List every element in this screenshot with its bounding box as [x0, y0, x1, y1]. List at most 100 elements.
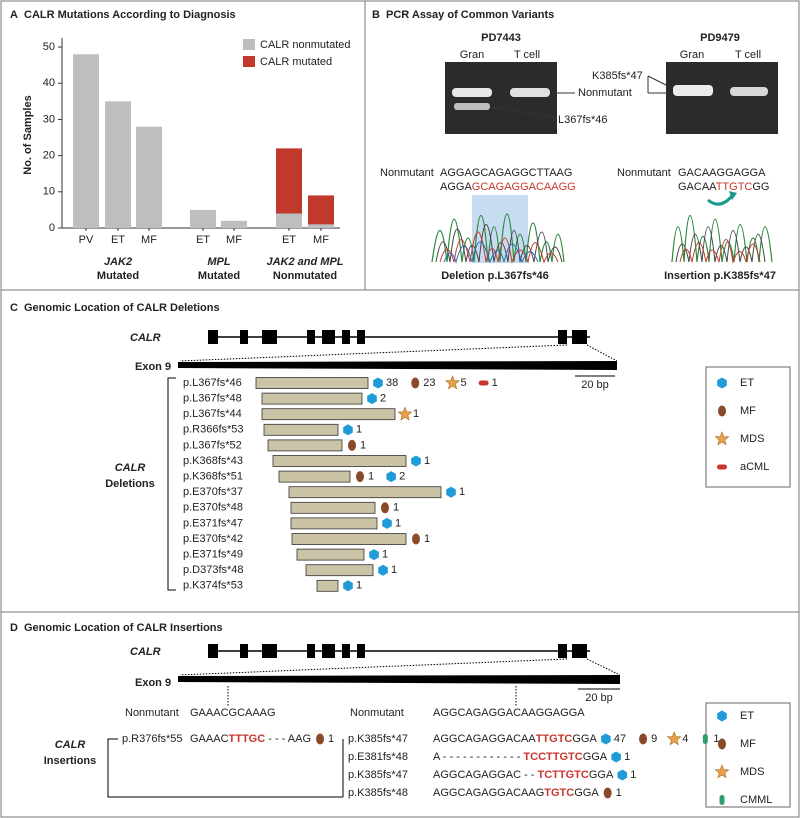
bar [276, 213, 302, 228]
bar [276, 148, 302, 214]
deletion-label: p.E370fs*48 [183, 502, 243, 514]
deletion-label: p.D373fs*48 [183, 564, 244, 576]
deletion-label: p.L367fs*52 [183, 439, 242, 451]
mf-icon [381, 502, 389, 514]
bar [190, 209, 216, 228]
deletion-span [288, 486, 442, 499]
exon [572, 330, 587, 344]
insertion-sequence: AGGCAGAGGAC - - TCTTGTCGGA [433, 769, 614, 781]
deletion-label: p.L367fs*46 [183, 377, 242, 389]
panel-b-frame [364, 0, 800, 291]
group-label: CALR [115, 462, 146, 474]
exon [572, 644, 587, 658]
exon [240, 644, 248, 658]
legend-label: CMML [740, 794, 772, 806]
gel-lane: T cell [735, 49, 761, 61]
bar [73, 54, 99, 229]
count-label: 5 [461, 377, 467, 389]
sequence-part: TTGTC [536, 733, 573, 745]
insertion-label: p.K385fs*48 [348, 787, 408, 799]
insertion-label: p.K385fs*47 [348, 769, 408, 781]
et-icon [611, 751, 621, 763]
legend-label: MDS [740, 766, 764, 778]
panel-d-frame [0, 611, 800, 818]
x-tick-label: ET [282, 234, 296, 246]
mf-icon [348, 439, 356, 451]
y-tick-label: 40 [43, 77, 55, 89]
gel-image [666, 62, 778, 134]
acml-icon [717, 464, 727, 470]
exon [307, 330, 315, 344]
group-label: Nonmutated [273, 270, 337, 282]
insertion-label: p.R376fs*55 [122, 733, 183, 745]
gel-lane: Gran [680, 49, 704, 61]
sequence-part: AGGCAGAGGACAAG [433, 787, 544, 799]
sequence-part: GGA [574, 787, 599, 799]
deletion-span [290, 517, 378, 530]
group-label: CALR [55, 739, 86, 751]
mds-icon [444, 375, 461, 390]
deletion-label: p.R366fs*53 [183, 424, 244, 436]
y-axis-label: No. of Samples [22, 95, 34, 174]
exon [357, 644, 365, 658]
deletion-label: p.E371fs*47 [183, 517, 243, 529]
chromatogram-trace [435, 224, 563, 263]
legend-label: MF [740, 405, 756, 417]
legend-label: MF [740, 738, 756, 750]
et-icon [382, 517, 392, 529]
pointer-line [647, 75, 669, 87]
cmml-icon [702, 734, 708, 744]
et-icon [343, 580, 353, 592]
count-label: 1 [391, 564, 397, 576]
panel-title: Genomic Location of CALR Insertions [24, 622, 223, 634]
y-tick-label: 30 [43, 113, 55, 125]
gene-name: CALR [130, 646, 161, 658]
count-label: 1 [424, 455, 430, 467]
y-tick-label: 0 [49, 222, 55, 234]
x-tick-label: ET [111, 234, 125, 246]
x-tick-label: ET [196, 234, 210, 246]
exon-label: Exon 9 [135, 677, 171, 689]
sequence-part: GACAA [678, 181, 717, 193]
deletion-label: p.L367fs*44 [183, 408, 242, 420]
deletion-span [261, 408, 396, 421]
exon-bar [178, 675, 620, 684]
exon [357, 330, 365, 344]
legend-box [705, 366, 791, 488]
deletion-span [278, 470, 351, 483]
chromatogram-trace [679, 239, 761, 264]
exon [262, 330, 277, 344]
insertion-label: p.E381fs*48 [348, 751, 408, 763]
exon [240, 330, 248, 344]
legend-label: CALR mutated [260, 56, 332, 68]
sequence-label: Nonmutant [617, 167, 671, 179]
zoom-line [586, 344, 618, 362]
sequence-part: A - - - - - - - - - - - - [433, 751, 523, 763]
deletion-label: p.E371fs*49 [183, 549, 243, 561]
scale-label: 20 bp [585, 692, 613, 704]
gel-sample: PD9479 [700, 32, 740, 44]
count-label: 38 [386, 377, 398, 389]
count-label: 1 [624, 751, 630, 763]
gel-lane: T cell [514, 49, 540, 61]
bar [308, 224, 334, 228]
panel-c-frame [0, 289, 800, 613]
gel-band [510, 88, 550, 97]
insertion-arrow-head [729, 191, 737, 200]
x-tick-label: MF [141, 234, 157, 246]
mf-icon [316, 733, 325, 745]
exon [342, 644, 350, 658]
count-label: 1 [713, 733, 719, 745]
mf-icon [718, 738, 726, 750]
gel-band [673, 85, 713, 96]
exon [208, 330, 218, 344]
group-label: Mutated [198, 270, 240, 282]
legend-swatch [243, 56, 255, 67]
insertion-sequence: AGGCAGAGGACAATTGTCGGA [433, 733, 597, 745]
bar [105, 101, 131, 228]
exon-group [208, 330, 587, 658]
reference-sequence: GAAACGCAAAG [190, 707, 276, 719]
count-label: 1 [424, 533, 430, 545]
et-icon [369, 549, 379, 561]
